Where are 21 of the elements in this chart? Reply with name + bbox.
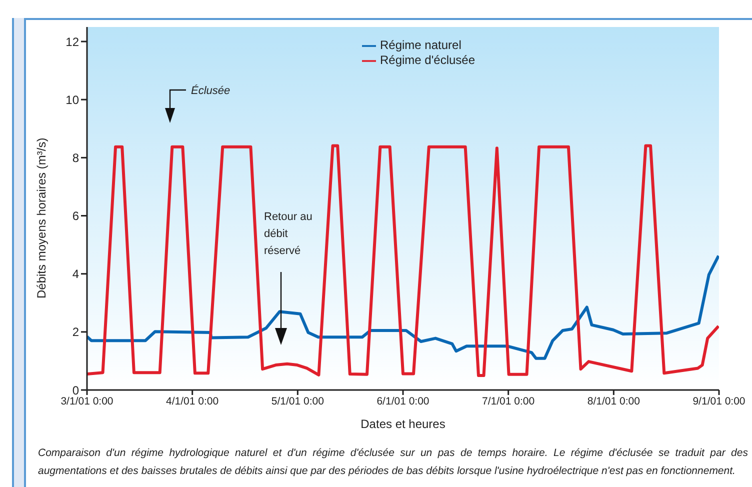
x-tick-label: 4/1/01 0:00 xyxy=(166,395,219,408)
annotation: Éclusée xyxy=(191,84,230,97)
x-tick-label: 5/1/01 0:00 xyxy=(271,395,324,408)
x-axis-title: Dates et heures xyxy=(360,417,446,431)
text: Comparaison d'un régime hydrologique naturel et d'un régime d'éclusée sur un pas de temps horaire. Le régime d'éclusée se traduit par des augmentations et des baisses brutales de débits ainsi que par des périodes de bas débits lorsque l'usine hydroélectrique n'est pas en fonctionnement. xyxy=(38,446,748,479)
y-tick-label: 2 xyxy=(72,325,80,340)
y-tick-label: 8 xyxy=(72,150,80,165)
y-tick-label: 10 xyxy=(66,92,80,107)
y-tick-label: 0 xyxy=(72,383,80,398)
x-tick-label: 9/1/01 0:00 xyxy=(692,395,746,408)
x-tick-label: 8/1/01 0:00 xyxy=(587,395,640,408)
y-axis-title: Débits moyens horaires (m³/s) xyxy=(34,138,48,298)
legend-label: Régime d'éclusée xyxy=(380,52,476,67)
x-tick-label: 3/1/01 0:00 xyxy=(60,395,114,408)
x-tick-label: 7/1/01 0:00 xyxy=(482,395,535,408)
legend-label: Régime naturel xyxy=(380,38,462,52)
y-tick-label: 4 xyxy=(72,267,80,282)
y-tick-label: 6 xyxy=(72,209,80,224)
y-tick-label: 12 xyxy=(66,34,80,49)
x-tick-label: 6/1/01 0:00 xyxy=(376,395,430,408)
annotation: Retour au débit réservé xyxy=(264,211,312,257)
